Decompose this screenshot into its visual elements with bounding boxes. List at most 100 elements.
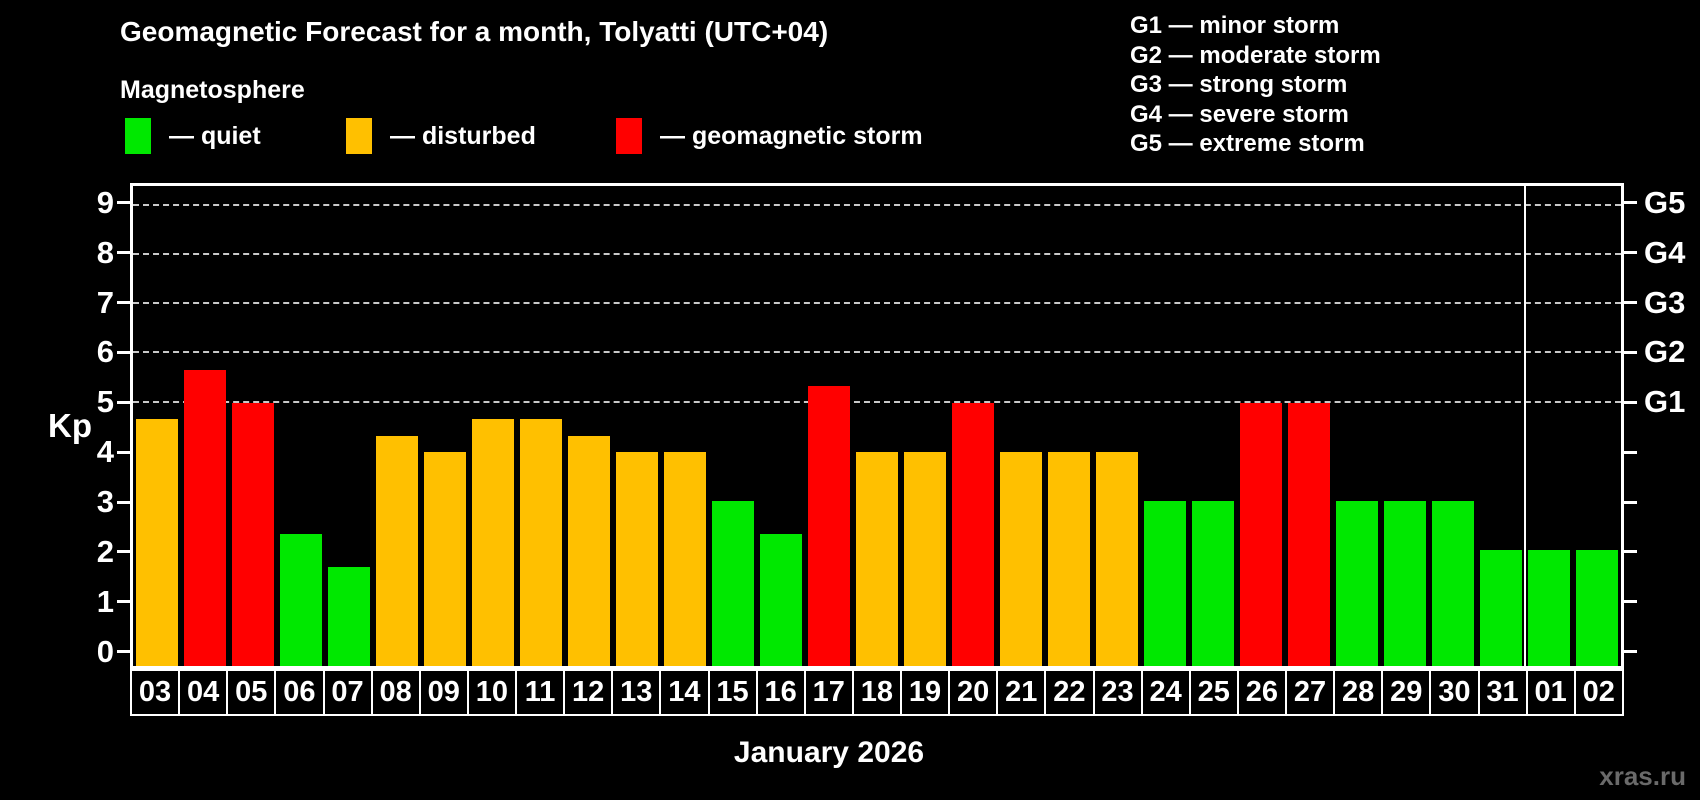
y-tick-label-4: 4 bbox=[96, 434, 114, 470]
y-axis-tick-left-4 bbox=[117, 450, 130, 454]
y-axis-tick-right-3 bbox=[1624, 500, 1637, 504]
day-label-cell-21: 21 bbox=[996, 669, 1047, 716]
y-tick-label-3: 3 bbox=[96, 484, 114, 519]
kp-bar-day-27 bbox=[1288, 402, 1330, 666]
y-tick-label-5: 5 bbox=[96, 384, 114, 420]
legend-swatch-disturbed bbox=[346, 118, 372, 154]
kp-bar-day-30 bbox=[1432, 501, 1474, 666]
y-axis-tick-right-5 bbox=[1624, 400, 1637, 404]
day-label-cell-05: 05 bbox=[226, 669, 277, 716]
storm-scale-line-g4: G4 — severe storm bbox=[1130, 100, 1349, 128]
y-axis-tick-right-4 bbox=[1624, 450, 1637, 454]
kp-bar-day-01 bbox=[1528, 550, 1570, 666]
kp-bar-day-12 bbox=[568, 435, 610, 666]
y-axis-title: Kp bbox=[48, 407, 92, 444]
y-axis-tick-right-6 bbox=[1624, 350, 1637, 354]
storm-scale-legend: G1 — minor storm G2 — moderate storm G3 — … bbox=[1130, 11, 1381, 159]
day-label-cell-19: 19 bbox=[900, 669, 951, 716]
day-label-cell-04: 04 bbox=[178, 669, 229, 716]
y-axis-tick-left-1 bbox=[117, 600, 130, 604]
storm-scale-line-g5: G5 — extreme storm bbox=[1130, 130, 1365, 158]
kp-bar-day-17 bbox=[808, 386, 850, 666]
y-axis-tick-right-2 bbox=[1624, 550, 1637, 554]
day-label-cell-06: 06 bbox=[274, 669, 325, 716]
legend-item-storm: — geomagnetic storm bbox=[616, 117, 923, 155]
storm-scale-line-g1: G1 — minor storm bbox=[1130, 12, 1340, 39]
y-axis-tick-left-6 bbox=[117, 350, 130, 354]
day-label-cell-31: 31 bbox=[1477, 669, 1528, 716]
kp-bar-day-22 bbox=[1047, 451, 1090, 666]
day-label-cell-10: 10 bbox=[466, 669, 517, 716]
g-scale-label-g1: G1 bbox=[1644, 384, 1686, 420]
y-tick-label-0: 0 bbox=[96, 633, 114, 669]
storm-scale-line-g2: G2 — moderate storm bbox=[1130, 41, 1381, 69]
kp-bar-day-09 bbox=[423, 451, 466, 666]
kp-bar-day-08 bbox=[375, 435, 418, 666]
day-label-cell-24: 24 bbox=[1140, 669, 1191, 716]
g-scale-label-g3: G3 bbox=[1644, 284, 1686, 320]
legend-label-disturbed: — disturbed bbox=[390, 121, 536, 150]
kp-bar-day-07 bbox=[327, 566, 370, 666]
day-label-cell-26: 26 bbox=[1236, 669, 1287, 716]
gridline-kp6 bbox=[133, 351, 1621, 354]
g-scale-label-g2: G2 bbox=[1644, 334, 1686, 370]
kp-bar-day-28 bbox=[1336, 501, 1378, 666]
day-label-cell-09: 09 bbox=[418, 669, 469, 716]
kp-bar-day-11 bbox=[520, 418, 562, 666]
kp-bar-day-21 bbox=[999, 451, 1042, 666]
day-label-cell-02: 02 bbox=[1573, 669, 1624, 716]
y-axis-tick-left-3 bbox=[117, 500, 130, 504]
y-axis-tick-right-0 bbox=[1624, 650, 1637, 654]
kp-bar-day-24 bbox=[1143, 501, 1186, 666]
day-label-cell-03: 03 bbox=[130, 669, 181, 716]
day-label-cell-28: 28 bbox=[1333, 669, 1384, 716]
legend-swatch-storm bbox=[616, 118, 642, 154]
x-axis-month-label: January 2026 bbox=[733, 736, 925, 769]
kp-bar-day-16 bbox=[760, 534, 802, 666]
y-tick-label-6: 6 bbox=[96, 334, 114, 370]
day-label-cell-25: 25 bbox=[1188, 669, 1239, 716]
kp-bar-day-15 bbox=[712, 501, 754, 666]
kp-bar-day-02 bbox=[1576, 550, 1618, 666]
day-label-cell-12: 12 bbox=[563, 669, 614, 716]
day-label-cell-22: 22 bbox=[1044, 669, 1095, 716]
y-tick-label-2: 2 bbox=[96, 533, 114, 569]
kp-bar-day-04 bbox=[183, 369, 226, 666]
day-label-cell-14: 14 bbox=[659, 669, 710, 716]
day-label-cell-20: 20 bbox=[948, 669, 999, 716]
legend-label-quiet: — quiet bbox=[169, 121, 261, 150]
kp-bar-day-18 bbox=[856, 451, 898, 666]
y-axis-tick-right-1 bbox=[1624, 600, 1637, 604]
y-tick-label-1: 1 bbox=[96, 583, 114, 619]
x-axis-day-labels: 03 04 05 06 07 08 09 10 11 12 13 14 15 16 17 18 19 20 21 22… bbox=[130, 669, 1624, 716]
day-label-cell-01: 01 bbox=[1525, 669, 1576, 716]
kp-bar-day-03 bbox=[136, 418, 178, 666]
legend-label-storm: — geomagnetic storm bbox=[660, 121, 923, 150]
y-axis-tick-left-5 bbox=[117, 400, 130, 404]
y-axis-tick-left-0 bbox=[117, 650, 130, 654]
day-label-cell-17: 17 bbox=[803, 669, 854, 716]
kp-bar-day-10 bbox=[471, 418, 514, 666]
gridline-kp7 bbox=[133, 302, 1621, 305]
plot-area bbox=[130, 183, 1624, 669]
day-label-cell-07: 07 bbox=[322, 669, 373, 716]
y-axis-tick-left-7 bbox=[117, 301, 130, 305]
chart-title: Geomagnetic Forecast for a month, Tolyat… bbox=[120, 16, 829, 47]
g-scale-label-g5: G5 bbox=[1644, 184, 1686, 220]
kp-bar-day-29 bbox=[1384, 501, 1426, 666]
kp-bar-day-05 bbox=[231, 402, 274, 666]
kp-bar-day-13 bbox=[616, 451, 658, 666]
month-separator-line bbox=[1524, 186, 1526, 666]
y-axis-tick-right-8 bbox=[1624, 251, 1637, 255]
y-axis-tick-right-9 bbox=[1624, 201, 1637, 205]
y-tick-label-7: 7 bbox=[96, 284, 114, 320]
day-label-cell-27: 27 bbox=[1285, 669, 1336, 716]
legend-item-quiet: — quiet bbox=[125, 117, 261, 155]
kp-bar-day-23 bbox=[1095, 451, 1138, 666]
kp-bar-day-06 bbox=[279, 534, 322, 666]
kp-bar-day-19 bbox=[904, 451, 946, 666]
kp-bar-day-26 bbox=[1239, 402, 1282, 666]
day-label-cell-18: 18 bbox=[851, 669, 902, 716]
day-label-cell-13: 13 bbox=[611, 669, 662, 716]
